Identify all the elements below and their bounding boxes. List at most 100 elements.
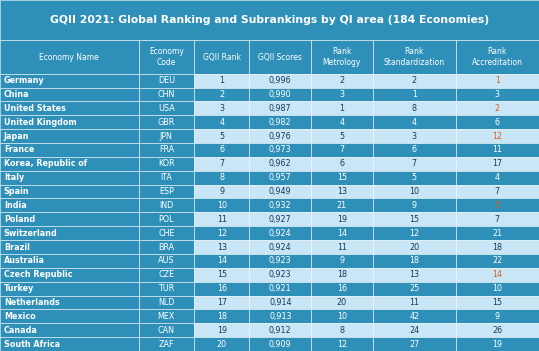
Text: TUR: TUR	[158, 284, 175, 293]
Bar	[0, 115, 139, 129]
Bar	[372, 296, 456, 310]
Bar	[311, 254, 372, 268]
Bar	[194, 282, 250, 296]
Text: MEX: MEX	[157, 312, 175, 321]
Bar	[0, 143, 139, 157]
Bar	[250, 310, 311, 323]
Bar	[194, 198, 250, 212]
Bar	[0, 310, 139, 323]
Text: 8: 8	[219, 173, 224, 182]
Bar	[250, 157, 311, 171]
Bar	[311, 268, 372, 282]
Bar	[0, 254, 139, 268]
Bar	[194, 310, 250, 323]
Bar	[372, 87, 456, 101]
Text: 6: 6	[219, 145, 224, 154]
Text: 10: 10	[409, 187, 419, 196]
Text: 7: 7	[495, 215, 500, 224]
Text: 0,996: 0,996	[269, 76, 292, 85]
Text: Netherlands: Netherlands	[4, 298, 59, 307]
Text: Germany: Germany	[4, 76, 45, 85]
Text: 10: 10	[337, 312, 347, 321]
Text: United Kingdom: United Kingdom	[4, 118, 77, 127]
Bar	[456, 282, 539, 296]
Text: 18: 18	[493, 243, 502, 252]
Text: 1: 1	[219, 76, 224, 85]
Text: Japan: Japan	[4, 132, 29, 141]
Bar	[311, 157, 372, 171]
Text: AUS: AUS	[158, 256, 175, 265]
Bar	[139, 226, 194, 240]
Bar	[0, 0, 539, 40]
Bar	[194, 115, 250, 129]
Bar	[311, 171, 372, 185]
Bar	[372, 226, 456, 240]
Text: 2: 2	[219, 90, 224, 99]
Bar	[250, 198, 311, 212]
Text: 10: 10	[493, 284, 502, 293]
Bar	[456, 296, 539, 310]
Text: 1: 1	[495, 76, 500, 85]
Text: 0,923: 0,923	[269, 270, 292, 279]
Text: 1: 1	[412, 90, 417, 99]
Bar	[250, 268, 311, 282]
Bar	[456, 212, 539, 226]
Text: 12: 12	[409, 229, 419, 238]
Bar	[250, 40, 311, 74]
Bar	[194, 254, 250, 268]
Bar	[311, 212, 372, 226]
Bar	[372, 143, 456, 157]
Bar	[250, 240, 311, 254]
Bar	[372, 101, 456, 115]
Text: 18: 18	[337, 270, 347, 279]
Text: Spain: Spain	[4, 187, 30, 196]
Bar	[139, 282, 194, 296]
Text: 7: 7	[340, 145, 344, 154]
Bar	[139, 129, 194, 143]
Bar	[0, 296, 139, 310]
Text: 9: 9	[340, 256, 344, 265]
Text: 11: 11	[217, 215, 227, 224]
Bar	[311, 129, 372, 143]
Bar	[139, 185, 194, 198]
Text: 42: 42	[409, 312, 419, 321]
Bar	[372, 129, 456, 143]
Text: ESP: ESP	[159, 187, 174, 196]
Bar	[372, 157, 456, 171]
Text: 15: 15	[409, 215, 419, 224]
Text: 15: 15	[337, 173, 347, 182]
Text: 15: 15	[217, 270, 227, 279]
Text: 0,962: 0,962	[269, 159, 292, 168]
Bar	[311, 101, 372, 115]
Bar	[194, 87, 250, 101]
Text: 0,973: 0,973	[269, 145, 292, 154]
Bar	[372, 337, 456, 351]
Text: 5: 5	[219, 132, 224, 141]
Bar	[194, 296, 250, 310]
Bar	[250, 185, 311, 198]
Text: 14: 14	[337, 229, 347, 238]
Text: 18: 18	[217, 312, 227, 321]
Text: 5: 5	[412, 173, 417, 182]
Text: JPN: JPN	[160, 132, 173, 141]
Bar	[372, 310, 456, 323]
Text: 19: 19	[337, 215, 347, 224]
Bar	[139, 337, 194, 351]
Text: 20: 20	[409, 243, 419, 252]
Bar	[456, 337, 539, 351]
Bar	[456, 268, 539, 282]
Text: France: France	[4, 145, 34, 154]
Text: 2: 2	[412, 76, 417, 85]
Text: 26: 26	[492, 326, 502, 335]
Bar	[456, 185, 539, 198]
Text: 3: 3	[219, 104, 224, 113]
Bar	[456, 226, 539, 240]
Text: Rank
Standardization: Rank Standardization	[384, 47, 445, 67]
Bar	[0, 129, 139, 143]
Text: 21: 21	[492, 229, 502, 238]
Bar	[0, 40, 139, 74]
Text: 9: 9	[219, 187, 224, 196]
Text: Economy
Code: Economy Code	[149, 47, 184, 67]
Text: GQII Scores: GQII Scores	[258, 53, 302, 61]
Bar	[0, 282, 139, 296]
